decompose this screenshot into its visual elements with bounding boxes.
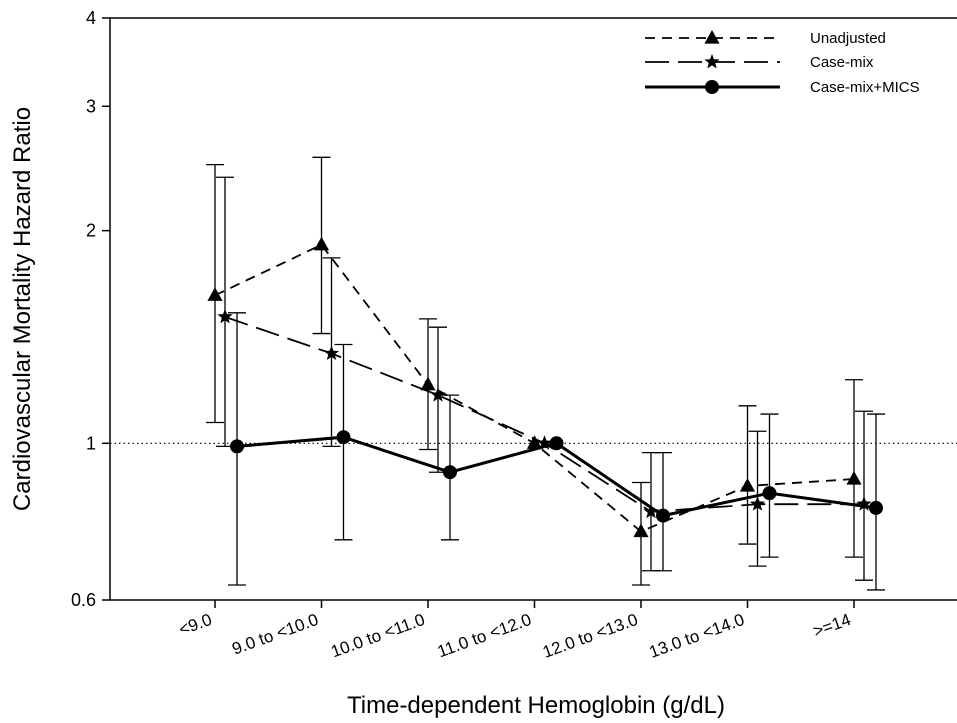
data-point bbox=[643, 503, 659, 519]
y-tick-label: 4 bbox=[86, 8, 96, 28]
x-axis-title: Time-dependent Hemoglobin (g/dL) bbox=[347, 692, 725, 719]
legend-marker bbox=[704, 54, 720, 69]
y-tick-label: 1 bbox=[86, 433, 96, 453]
y-axis-title: Cardiovascular Mortality Hazard Ratio bbox=[9, 107, 36, 511]
legend-label: Case-mix bbox=[810, 54, 874, 71]
series-case-mix-mics bbox=[228, 312, 885, 591]
data-point bbox=[749, 496, 766, 511]
y-tick-label: 3 bbox=[86, 96, 96, 116]
data-point bbox=[846, 471, 862, 485]
data-point bbox=[430, 387, 446, 402]
data-point bbox=[633, 523, 649, 538]
data-point bbox=[313, 236, 330, 251]
data-point bbox=[420, 376, 436, 391]
y-tick-label: 2 bbox=[86, 221, 96, 241]
data-point bbox=[656, 508, 670, 523]
data-point bbox=[230, 439, 244, 454]
y-tick-label: 0.6 bbox=[71, 590, 96, 610]
data-point bbox=[536, 435, 553, 450]
data-point bbox=[762, 486, 777, 501]
legend-marker bbox=[704, 30, 720, 44]
plot-frame bbox=[109, 17, 957, 601]
data-point bbox=[856, 496, 872, 511]
data-point bbox=[443, 465, 457, 480]
data-point bbox=[549, 436, 564, 451]
legend-label: Unadjusted bbox=[810, 30, 886, 47]
legend-marker bbox=[705, 80, 719, 94]
legend: Unadjusted Case-mix Case-mix+MICS bbox=[645, 30, 920, 96]
y-axis-ticks: 0.6 1 2 3 4 bbox=[71, 8, 110, 610]
data-point bbox=[217, 308, 233, 324]
legend-label: Case-mix+MICS bbox=[810, 79, 920, 96]
data-point bbox=[526, 435, 543, 449]
data-point bbox=[323, 345, 340, 360]
series-unadjusted bbox=[206, 156, 863, 586]
data-point bbox=[336, 430, 351, 445]
data-point bbox=[869, 500, 883, 515]
series-layer bbox=[206, 156, 885, 591]
data-point bbox=[207, 287, 223, 301]
data-point bbox=[739, 478, 756, 492]
